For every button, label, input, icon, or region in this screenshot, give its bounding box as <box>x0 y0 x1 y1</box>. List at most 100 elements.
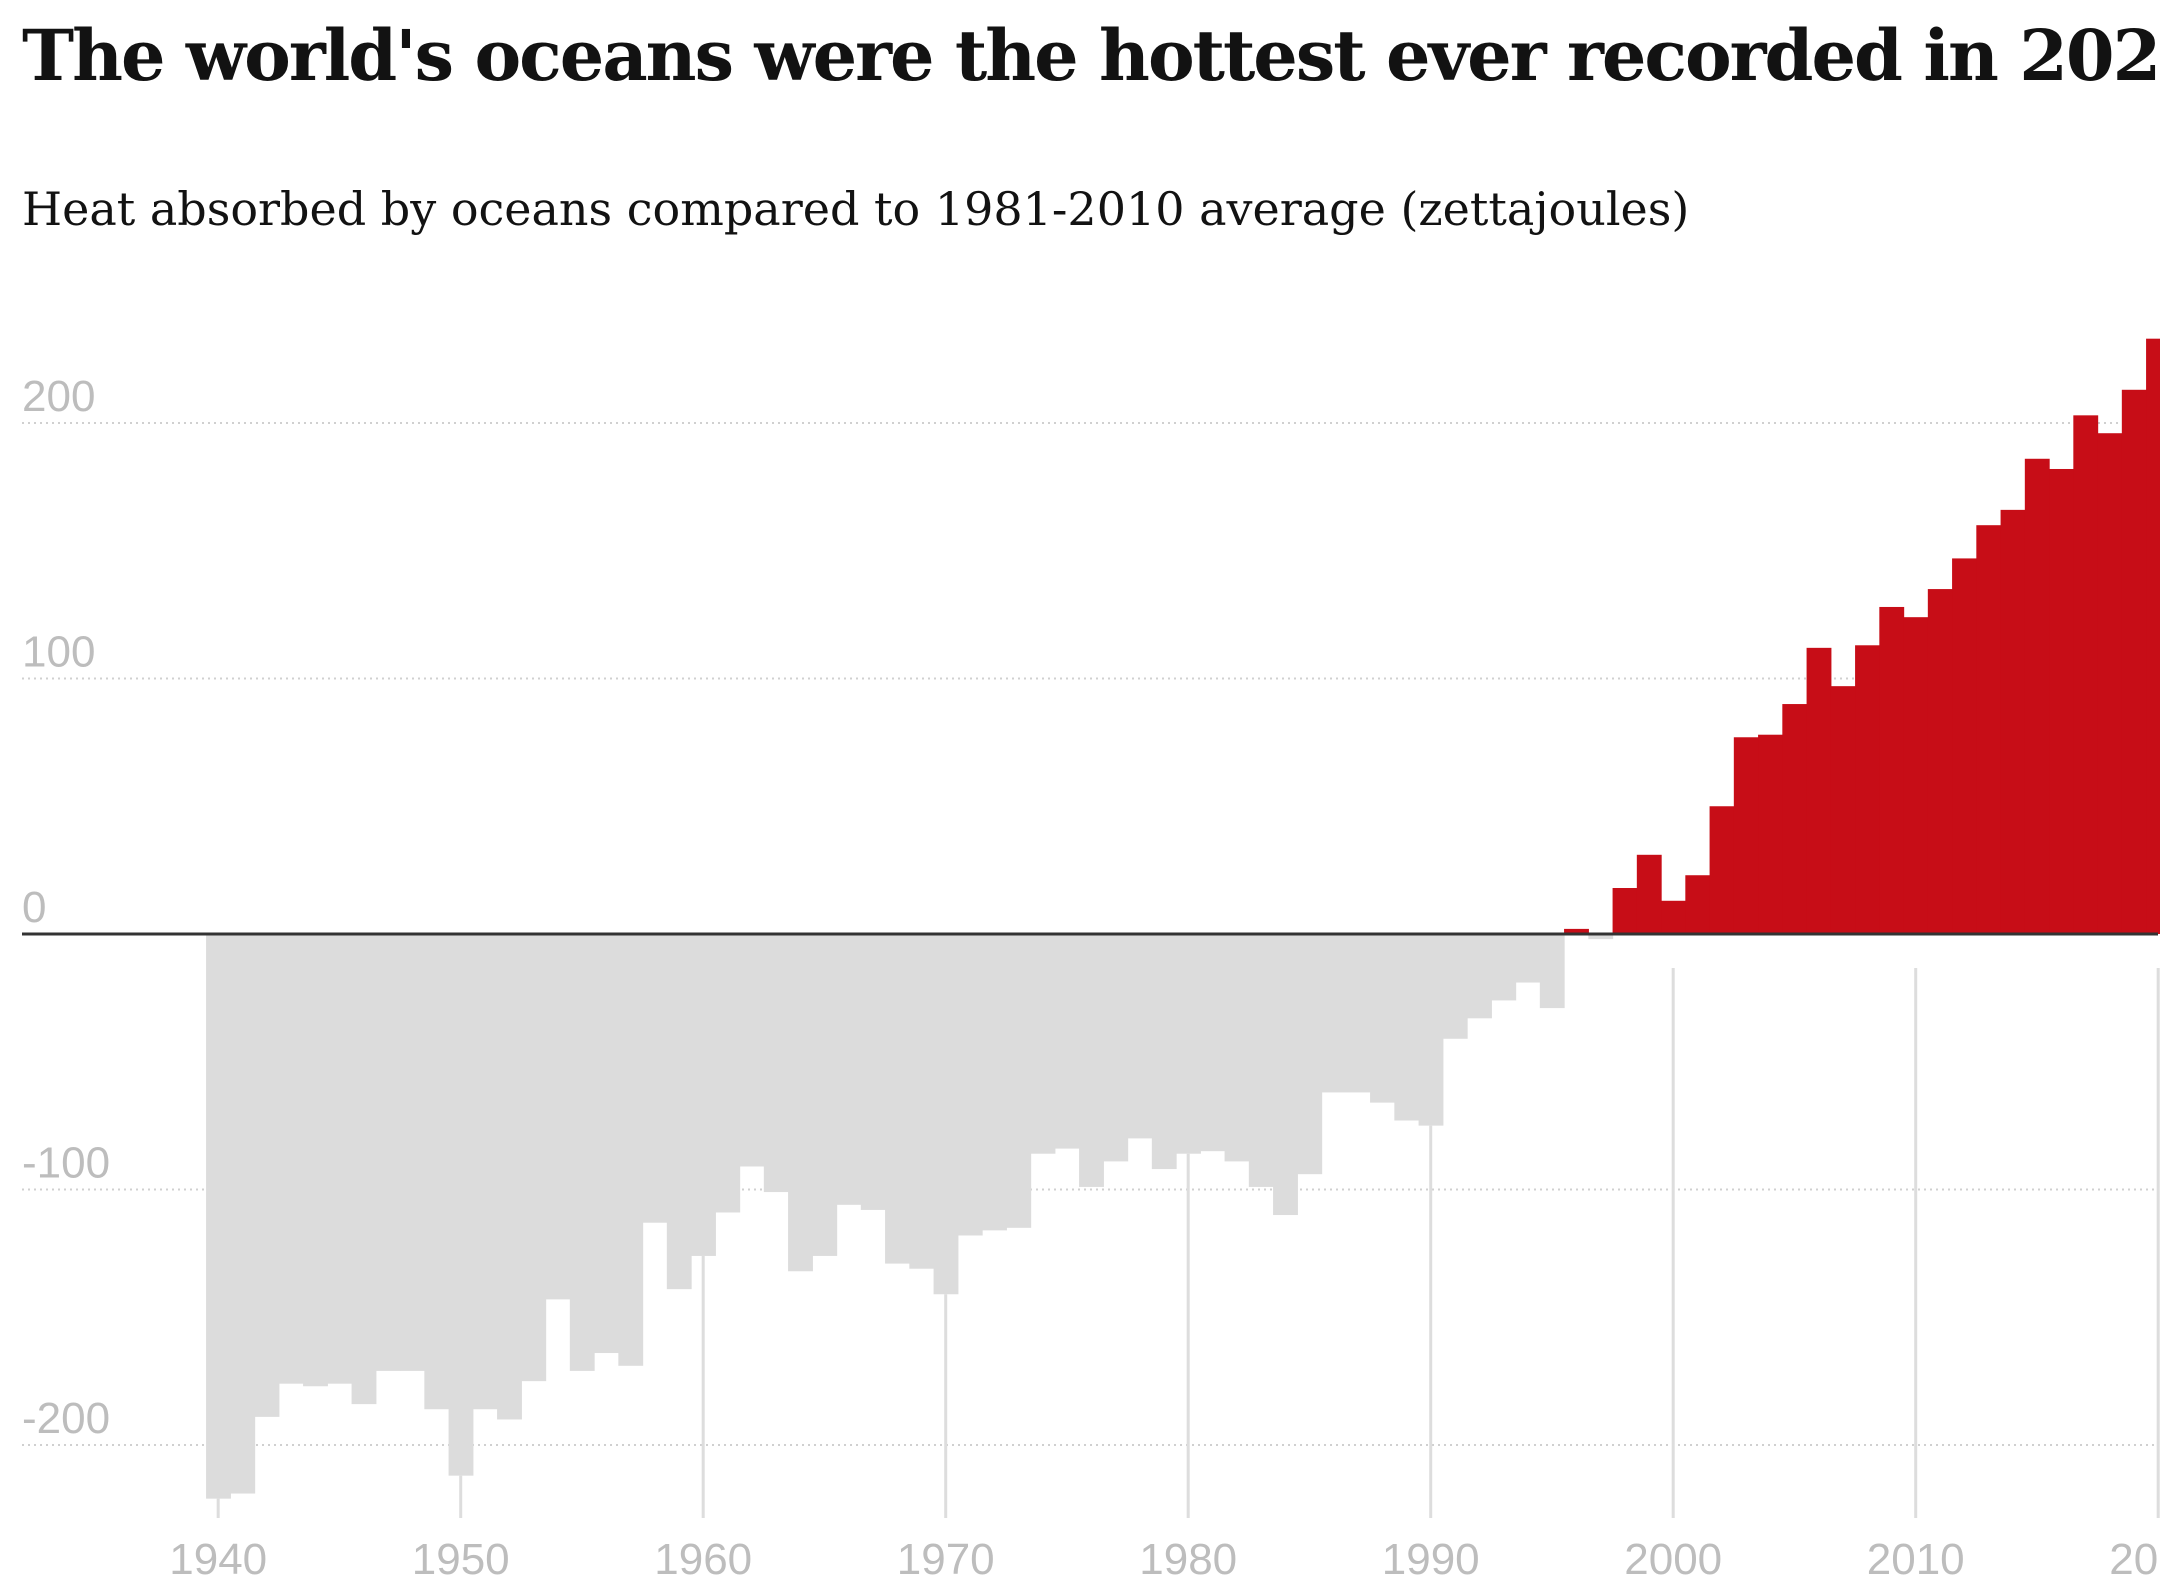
x-tick-label: 1960 <box>654 1535 752 1581</box>
bar-2019 <box>2121 389 2147 934</box>
bar-1985 <box>1297 934 1323 1175</box>
bar-1989 <box>1394 934 1420 1121</box>
bar-1961 <box>715 934 741 1213</box>
bar-2013 <box>1976 525 2002 934</box>
bar-2000 <box>1661 900 1686 934</box>
chart-subtitle: Heat absorbed by oceans compared to 1981… <box>22 182 1690 236</box>
bar-1956 <box>594 934 619 1354</box>
bar-1959 <box>666 934 692 1290</box>
bar-2017 <box>2073 415 2099 935</box>
bar-1990 <box>1418 934 1444 1126</box>
bar-1984 <box>1273 934 1298 1216</box>
y-tick-label: 0 <box>22 883 46 932</box>
bar-1947 <box>375 934 401 1371</box>
bar-1970 <box>933 934 959 1295</box>
bar-1974 <box>1030 934 1056 1154</box>
bar-2020 <box>2146 338 2160 934</box>
bar-2008 <box>1855 645 1880 934</box>
bar-2007 <box>1830 686 1856 934</box>
y-tick-label: 200 <box>22 372 95 421</box>
bar-1943 <box>278 934 304 1384</box>
x-tick-label: 1940 <box>169 1535 267 1581</box>
bar-2001 <box>1685 875 1711 934</box>
bar-2018 <box>2097 433 2123 934</box>
bar-1982 <box>1224 934 1250 1162</box>
bar-1988 <box>1370 934 1395 1103</box>
bar-1944 <box>303 934 328 1387</box>
bar-2004 <box>1758 734 1783 934</box>
bar-1976 <box>1079 934 1104 1187</box>
bar-1955 <box>569 934 595 1371</box>
bar-1942 <box>254 934 280 1417</box>
bar-1963 <box>763 934 789 1193</box>
bar-1973 <box>1006 934 1032 1228</box>
bar-2015 <box>2024 458 2050 934</box>
x-tick-label: 2000 <box>1624 1535 1722 1581</box>
bar-1948 <box>400 934 425 1371</box>
bar-2006 <box>1806 647 1832 934</box>
bar-1962 <box>739 934 765 1167</box>
bar-1991 <box>1442 934 1468 1039</box>
bar-1960 <box>691 934 716 1256</box>
bar-2011 <box>1927 589 1953 934</box>
bar-1992 <box>1467 934 1492 1019</box>
bar-1977 <box>1103 934 1129 1162</box>
x-grid-layer <box>216 968 2160 1518</box>
bar-1983 <box>1248 934 1274 1187</box>
bar-1997 <box>1588 934 1614 940</box>
x-tick-label: 1970 <box>897 1535 995 1581</box>
bar-1953 <box>521 934 547 1382</box>
bar-1999 <box>1636 854 1662 934</box>
bar-1987 <box>1345 934 1371 1093</box>
bar-1980 <box>1176 934 1201 1154</box>
bar-2012 <box>1952 558 1977 934</box>
bar-1995 <box>1539 934 1565 1009</box>
bar-2014 <box>2000 509 2026 934</box>
x-tick-label: 2010 <box>1867 1535 1965 1581</box>
labels-layer: 200 100 0 -100 -200 1940 1950 1960 1970 1980 1990 2… <box>22 372 2160 1581</box>
bar-2009 <box>1879 606 1905 934</box>
y-tick-label: -100 <box>22 1139 110 1188</box>
bar-1986 <box>1321 934 1347 1093</box>
bar-1967 <box>860 934 886 1210</box>
bar-2003 <box>1733 737 1759 934</box>
bar-2016 <box>2049 468 2074 934</box>
bar-1998 <box>1612 888 1638 934</box>
bar-1954 <box>545 934 571 1300</box>
bar-1946 <box>351 934 377 1405</box>
bar-1971 <box>957 934 983 1236</box>
bar-1994 <box>1515 934 1541 983</box>
y-tick-label: 100 <box>22 628 95 677</box>
x-tick-label: 2020 <box>2109 1535 2160 1581</box>
x-tick-label: 1980 <box>1139 1535 1237 1581</box>
bar-1965 <box>812 934 838 1256</box>
bar-1993 <box>1491 934 1517 1001</box>
bar-1981 <box>1200 934 1226 1152</box>
bar-1957 <box>618 934 644 1366</box>
x-tick-label: 1990 <box>1382 1535 1480 1581</box>
bar-1975 <box>1054 934 1080 1149</box>
bar-1966 <box>836 934 862 1205</box>
bar-1949 <box>424 934 450 1410</box>
bar-1950 <box>448 934 474 1476</box>
bar-1968 <box>885 934 910 1264</box>
chart-title: The world's oceans were the hottest ever… <box>22 14 2160 97</box>
bar-1969 <box>909 934 935 1269</box>
bar-1940 <box>206 934 231 1499</box>
bar-1958 <box>642 934 668 1223</box>
bar-1964 <box>788 934 813 1272</box>
bar-1945 <box>327 934 353 1384</box>
bar-1941 <box>230 934 256 1494</box>
bar-1952 <box>497 934 522 1420</box>
x-tick-label: 1950 <box>412 1535 510 1581</box>
bar-2010 <box>1903 617 1929 934</box>
bars-layer <box>206 338 2160 1499</box>
bar-2002 <box>1709 806 1735 934</box>
bar-2005 <box>1782 704 1808 934</box>
y-tick-label: -200 <box>22 1394 110 1443</box>
bar-1996 <box>1564 928 1589 934</box>
bar-1979 <box>1151 934 1177 1170</box>
bar-1972 <box>982 934 1007 1231</box>
bar-1951 <box>472 934 498 1410</box>
